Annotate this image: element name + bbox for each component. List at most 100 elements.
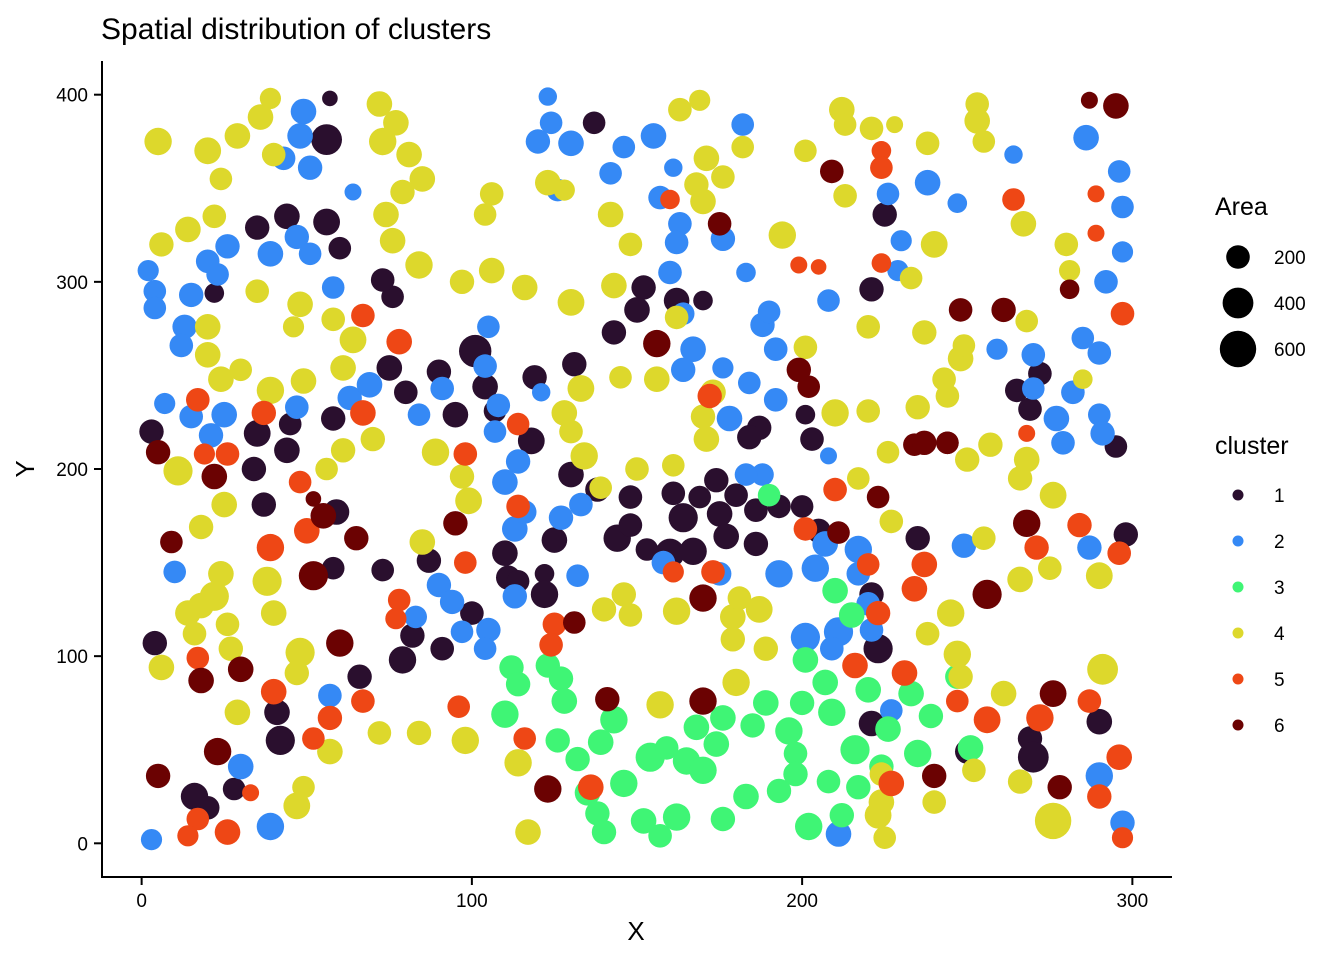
- data-point: [768, 221, 796, 249]
- data-point: [290, 368, 317, 394]
- data-point: [1034, 802, 1072, 840]
- data-point: [790, 256, 808, 274]
- data-point: [801, 554, 829, 582]
- data-point: [194, 342, 221, 368]
- data-point: [1059, 260, 1081, 282]
- data-point: [1073, 369, 1093, 390]
- x-tick-label: 0: [136, 891, 147, 912]
- data-point: [856, 399, 880, 423]
- data-point: [449, 464, 475, 489]
- data-point: [477, 315, 500, 339]
- color-legend-label: 2: [1274, 532, 1285, 553]
- data-point: [227, 753, 254, 780]
- data-point: [1077, 689, 1102, 713]
- data-point: [1110, 810, 1135, 835]
- data-point: [587, 729, 614, 755]
- data-point: [339, 326, 367, 354]
- data-point: [821, 399, 849, 427]
- data-point: [326, 629, 354, 657]
- data-point: [315, 457, 338, 481]
- color-legend-key: [1232, 535, 1244, 547]
- data-point: [912, 430, 937, 455]
- data-point: [139, 419, 164, 444]
- data-point: [664, 158, 683, 177]
- data-point: [1051, 431, 1075, 455]
- data-point: [379, 227, 406, 254]
- data-point: [886, 116, 904, 134]
- data-point: [1087, 653, 1118, 685]
- color-legend-title: cluster: [1215, 432, 1289, 460]
- data-point: [866, 485, 890, 509]
- data-point: [662, 597, 691, 625]
- data-point: [241, 456, 267, 482]
- data-point: [224, 699, 251, 726]
- data-point: [317, 705, 343, 731]
- data-point: [565, 746, 590, 772]
- data-point: [856, 315, 880, 339]
- data-point: [904, 739, 932, 768]
- data-point: [955, 447, 980, 472]
- color-legend-label: 6: [1274, 716, 1285, 737]
- data-point: [182, 621, 207, 646]
- data-point: [453, 442, 478, 466]
- data-point: [548, 666, 574, 691]
- data-point: [222, 777, 246, 801]
- data-point: [915, 131, 940, 156]
- data-point: [297, 155, 323, 180]
- data-point: [443, 511, 468, 536]
- data-point: [282, 316, 305, 338]
- color-legend-label: 4: [1274, 624, 1285, 645]
- x-tick-label: 100: [456, 891, 488, 912]
- data-point: [186, 646, 210, 670]
- data-point: [406, 720, 432, 746]
- data-point: [790, 622, 821, 653]
- data-point: [937, 599, 965, 627]
- data-point: [595, 687, 620, 712]
- data-point: [664, 305, 689, 330]
- data-point: [451, 726, 479, 755]
- data-point: [716, 405, 743, 432]
- data-point: [1111, 241, 1134, 263]
- data-point: [558, 461, 584, 488]
- data-point: [201, 463, 228, 490]
- data-point: [1085, 762, 1114, 790]
- data-point: [701, 560, 725, 584]
- data-point: [214, 819, 241, 845]
- data-point: [731, 135, 754, 159]
- data-point: [1087, 185, 1105, 203]
- data-point: [206, 263, 229, 286]
- data-point: [259, 87, 281, 109]
- data-point: [1085, 562, 1113, 590]
- data-point: [684, 172, 709, 197]
- data-point: [247, 104, 274, 130]
- data-point: [765, 560, 793, 588]
- size-legend-key: [1226, 245, 1250, 269]
- data-point: [825, 821, 852, 847]
- data-point: [486, 393, 511, 418]
- data-point: [525, 129, 551, 154]
- data-point: [245, 279, 269, 304]
- data-point: [215, 234, 240, 259]
- data-point: [211, 491, 237, 518]
- data-point: [285, 637, 315, 668]
- data-point: [404, 605, 428, 629]
- data-point: [137, 260, 159, 282]
- data-point: [215, 442, 240, 466]
- data-point: [648, 824, 672, 848]
- data-point: [679, 537, 707, 565]
- data-point: [169, 333, 194, 358]
- data-point: [842, 652, 868, 679]
- data-point: [251, 400, 276, 426]
- data-point: [1017, 741, 1049, 773]
- data-point: [898, 680, 924, 707]
- data-point: [823, 477, 847, 502]
- data-point: [175, 216, 201, 243]
- data-point: [539, 111, 563, 135]
- data-point: [786, 357, 811, 382]
- data-point: [218, 636, 243, 661]
- data-point: [160, 530, 183, 554]
- data-point: [972, 130, 996, 153]
- data-point: [177, 825, 199, 847]
- data-point: [671, 357, 696, 382]
- data-point: [538, 87, 557, 106]
